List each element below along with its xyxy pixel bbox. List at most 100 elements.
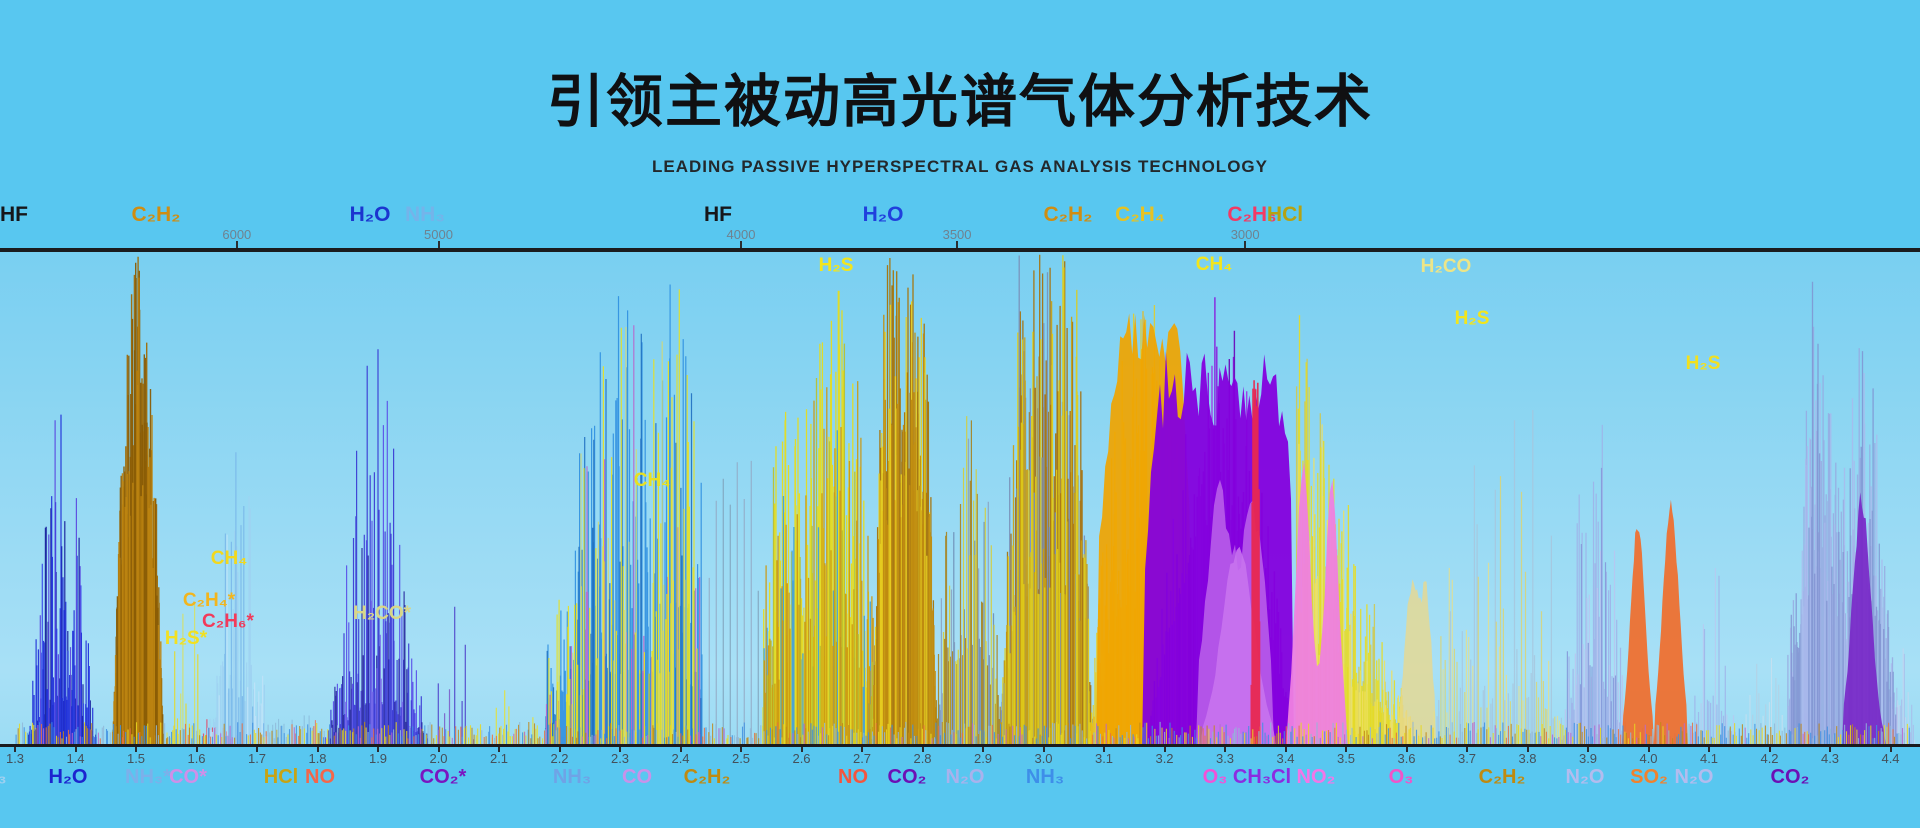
tick-mark bbox=[1405, 747, 1408, 752]
tick-label: 5000 bbox=[424, 227, 453, 242]
spectra-band-n2o-4-1 bbox=[1689, 568, 1736, 744]
gas-label-bottom: CO bbox=[622, 766, 652, 788]
tick-mark bbox=[316, 747, 319, 752]
tick-label: 4000 bbox=[726, 227, 756, 242]
gas-label-bottom: CO₂ bbox=[1770, 766, 1810, 788]
gas-label-bottom: H₂O bbox=[48, 766, 88, 788]
spectra-band-baseline-fuzz bbox=[15, 721, 1910, 744]
gas-label-top: C₂H₆ bbox=[1227, 203, 1277, 226]
tick-mark bbox=[437, 747, 440, 752]
tick-mark bbox=[1345, 747, 1347, 752]
spectra-band-hf-h2s-2-6 bbox=[762, 290, 875, 744]
gas-label-bottom: HCl bbox=[263, 766, 299, 788]
gas-label-bottom: C₂H₂ bbox=[683, 766, 731, 788]
tick-mark bbox=[921, 747, 924, 752]
gas-label-chart: H₂CO* bbox=[352, 603, 412, 624]
gas-label-bottom: N₂O bbox=[945, 766, 985, 788]
tick-label: 1.6 bbox=[187, 751, 206, 766]
gas-label-top: H₂O bbox=[349, 203, 391, 226]
gas-label-bottom: N₂O bbox=[1565, 766, 1605, 788]
tick-mark bbox=[1768, 747, 1771, 752]
spectra-band-sparse-2-0 bbox=[437, 606, 475, 744]
tick-label: 3.8 bbox=[1518, 751, 1537, 766]
tick-mark bbox=[235, 241, 238, 248]
top-axis-line bbox=[0, 248, 1920, 252]
gas-label-bottom: CO₂ bbox=[887, 766, 927, 788]
tick-label: 2.7 bbox=[852, 751, 872, 766]
tick-label: 2.4 bbox=[671, 751, 690, 766]
spectra-band-mix-2-87 bbox=[935, 416, 1002, 744]
gas-label-bottom: O₃ bbox=[1388, 766, 1414, 788]
tick-label: 1.8 bbox=[308, 751, 327, 766]
tick-label: 2.5 bbox=[731, 751, 751, 766]
tick-label: 2.1 bbox=[489, 751, 509, 766]
gas-label-chart: CH₄ bbox=[210, 548, 248, 569]
tick-mark bbox=[256, 747, 258, 752]
gas-label-bottom: C₂H₂ bbox=[1478, 766, 1526, 788]
gas-label-chart: CH₄ bbox=[633, 470, 671, 491]
tick-label: 2.3 bbox=[610, 751, 630, 766]
tick-label: 2.0 bbox=[429, 751, 448, 766]
tick-label: 3.9 bbox=[1578, 751, 1598, 766]
spectra-band-pale-bumps-3-6 bbox=[1398, 579, 1437, 744]
tick-label: 2.8 bbox=[913, 751, 932, 766]
tick-label: 2.2 bbox=[550, 751, 569, 766]
gas-label-top: NH₃ bbox=[404, 203, 446, 226]
tick-mark bbox=[1587, 747, 1589, 752]
spectra-band-nh3-co-2-25 bbox=[544, 284, 703, 744]
spectra-band-n2o-3-9 bbox=[1560, 424, 1626, 744]
tick-mark bbox=[437, 241, 440, 248]
tick-label: 6000 bbox=[222, 227, 252, 242]
gas-label-chart: H₂CO bbox=[1420, 256, 1472, 277]
spectra-band-h2o-1-38 bbox=[27, 414, 97, 744]
spectra-band-pale-blue-1-67 bbox=[207, 452, 269, 744]
tick-label: 1.4 bbox=[66, 751, 85, 766]
gas-label-bottom: NO bbox=[305, 766, 335, 788]
gas-label-bottom: CH₃Cl bbox=[1232, 766, 1292, 788]
gas-label-bottom: CO₂* bbox=[419, 766, 467, 788]
tick-mark bbox=[1103, 747, 1105, 752]
gas-label-bottom: NO bbox=[838, 766, 868, 788]
gas-label-bottom: NO₂ bbox=[1296, 766, 1336, 788]
tick-label: 1.3 bbox=[5, 751, 25, 766]
tick-mark bbox=[1224, 747, 1226, 752]
gas-label-bottom: NH₃* bbox=[125, 766, 171, 788]
tick-mark bbox=[195, 747, 198, 752]
spectra-band-comb-2-48 bbox=[708, 460, 759, 744]
tick-label: 4.3 bbox=[1820, 751, 1840, 766]
spectra-band-red-stripe-3-35 bbox=[1250, 380, 1261, 744]
tick-label: 4.0 bbox=[1639, 751, 1658, 766]
spectra-band-pale-3-7 bbox=[1433, 410, 1562, 744]
spectra-band-co2-purple-blob bbox=[1842, 492, 1886, 744]
tick-label: 3.6 bbox=[1397, 751, 1416, 766]
tick-label: 1.5 bbox=[126, 751, 146, 766]
bottom-axis-line bbox=[0, 744, 1920, 747]
gas-label-top: HF bbox=[704, 203, 732, 226]
gas-label-bottom: O₃ bbox=[1202, 766, 1228, 788]
tick-mark bbox=[135, 747, 137, 752]
spectra-band-taper-4-42 bbox=[1896, 648, 1916, 744]
tick-mark bbox=[1829, 747, 1831, 752]
spectra-plot bbox=[15, 254, 1916, 744]
tick-mark bbox=[498, 747, 500, 752]
gas-label-chart: H₂S bbox=[818, 255, 854, 276]
gas-label-chart: C₂H₄* bbox=[182, 590, 236, 611]
tick-mark bbox=[1244, 241, 1247, 248]
spectra-band-so2-blob-b bbox=[1653, 499, 1688, 744]
tick-mark bbox=[1708, 747, 1710, 752]
tick-label: 2.6 bbox=[792, 751, 811, 766]
spectra-band-h2co-h2o-1-9 bbox=[324, 349, 428, 744]
tick-mark bbox=[982, 747, 984, 752]
gas-label-bottom: ₃ bbox=[0, 766, 7, 788]
spectra-band-no2-pink-blobs bbox=[1286, 461, 1348, 744]
tick-mark bbox=[740, 241, 742, 248]
gas-label-top: C₂H₂ bbox=[131, 203, 181, 226]
tick-mark bbox=[679, 747, 682, 752]
gas-label-top: HCl bbox=[1266, 203, 1304, 226]
spectra-band-c2h2-ch4-1-52 bbox=[112, 256, 164, 744]
gas-label-top: C₂H₄ bbox=[1115, 203, 1165, 226]
tick-mark bbox=[1889, 747, 1892, 752]
tick-label: 3.1 bbox=[1094, 751, 1114, 766]
tick-mark bbox=[74, 747, 77, 752]
gas-label-chart: H₂S bbox=[1454, 308, 1490, 329]
